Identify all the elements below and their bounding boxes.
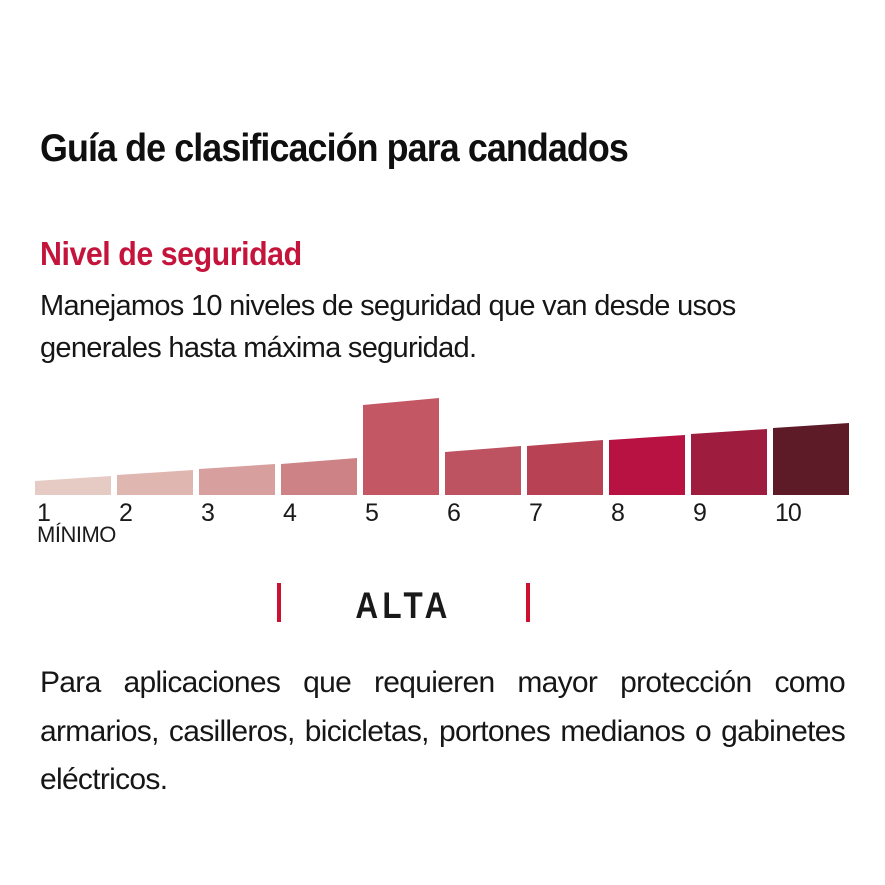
level-bar-4 [281,458,357,495]
level-label-7: 7 [529,499,542,527]
range-label-alta: ALTA [355,585,452,626]
level-bar-9 [691,429,767,495]
level-label-9: 9 [693,499,706,527]
description-text: Para aplicaciones que requieren mayor pr… [40,666,846,796]
level-bar-3 [199,464,275,495]
level-bar-7 [527,440,603,495]
level-label-10: 10 [775,499,801,527]
section-heading-security-level: Nivel de seguridad [40,235,302,273]
security-levels-chart: 1 2 3 4 5 6 7 8 9 10 [0,390,885,530]
level-bar-8 [609,435,685,495]
level-label-2: 2 [119,499,132,527]
level-bar-1 [35,476,111,495]
level-label-4: 4 [283,499,297,527]
range-tick-left-icon [277,583,281,622]
range-tick-right-icon [526,583,530,622]
level-label-5: 5 [365,499,378,527]
security-levels-bars: 1 2 3 4 5 6 7 8 9 10 [35,398,849,527]
level-label-1: 1 [37,499,50,527]
level-bar-6 [445,446,521,495]
intro-text: Manejamos 10 niveles de seguridad que va… [40,290,736,364]
level-label-6: 6 [447,499,460,527]
level-label-3: 3 [201,499,214,527]
level-bar-5 [363,398,439,495]
level-bar-10 [773,423,849,495]
level-bar-2 [117,470,193,495]
page-title: Guía de clasificación para candados [40,127,629,171]
minimum-label: MÍNIMO [37,522,116,547]
level-label-8: 8 [611,499,624,527]
